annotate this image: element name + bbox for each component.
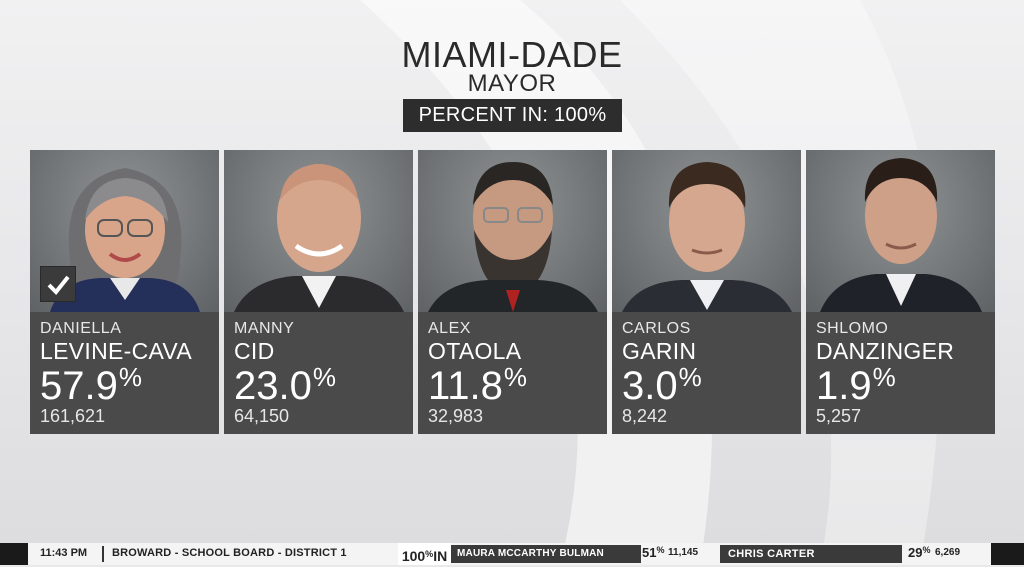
candidate-votes: 161,621: [40, 406, 106, 426]
winner-check-icon: [40, 266, 76, 302]
candidate-first-name: MANNY: [234, 320, 295, 337]
race-subtitle: MAYOR: [467, 70, 557, 97]
ticker-candidate-2-votes: 6,269: [935, 547, 961, 558]
candidate-last-name: CID: [234, 338, 275, 364]
candidate-last-name: GARIN: [622, 338, 697, 364]
candidate-last-name: LEVINE-CAVA: [40, 338, 192, 364]
ticker-percent-in: 100%IN: [398, 543, 451, 565]
candidate-last-name: OTAOLA: [428, 338, 522, 364]
percent-in-banner: PERCENT IN: 100%: [403, 99, 622, 132]
candidate-votes: 5,257: [816, 406, 862, 426]
ticker-candidate-2-name: CHRIS CARTER: [720, 545, 902, 563]
candidate-card-garin: CARLOS GARIN 3.0% 8,242: [612, 150, 801, 434]
candidate-card-cid: MANNY CID 23.0% 64,150: [224, 150, 413, 434]
ticker-race: BROWARD - SCHOOL BOARD - DISTRICT 1: [112, 547, 347, 559]
candidate-votes: 64,150: [234, 406, 290, 426]
candidate-percent: 11.8%: [428, 362, 528, 408]
candidate-photo: [418, 150, 607, 312]
race-title: MIAMI-DADE: [401, 34, 623, 75]
candidate-card-danzinger: SHLOMO DANZINGER 1.9% 5,257: [806, 150, 995, 434]
candidate-card-otaola: ALEX OTAOLA 11.8% 32,983: [418, 150, 607, 434]
candidate-photo: [30, 150, 219, 312]
ticker-divider: [102, 546, 104, 562]
ticker-candidate-1-percent: 51%: [642, 545, 665, 560]
ticker-candidate-1-name: MAURA MCCARTHY BULMAN: [451, 545, 641, 563]
candidate-percent: 57.9%: [40, 362, 142, 408]
candidate-first-name: DANIELLA: [40, 320, 122, 337]
candidate-photo: [806, 150, 995, 312]
candidate-votes: 32,983: [428, 406, 484, 426]
candidate-percent: 1.9%: [816, 362, 896, 408]
candidate-percent: 3.0%: [622, 362, 702, 408]
candidate-first-name: CARLOS: [622, 320, 691, 337]
candidate-percent: 23.0%: [234, 362, 336, 408]
ticker-bar: 11:43 PM BROWARD - SCHOOL BOARD - DISTRI…: [28, 543, 991, 565]
candidate-votes: 8,242: [622, 406, 668, 426]
candidate-photo: [224, 150, 413, 312]
candidate-last-name: DANZINGER: [816, 338, 955, 364]
ticker-candidate-2-percent: 29%: [908, 545, 931, 560]
ticker-candidate-1-votes: 11,145: [668, 547, 699, 558]
ticker-time: 11:43 PM: [40, 547, 88, 559]
candidate-first-name: ALEX: [428, 320, 471, 337]
candidate-card-levine-cava: DANIELLA LEVINE-CAVA 57.9% 161,621: [30, 150, 219, 434]
candidate-photo: [612, 150, 801, 312]
candidate-first-name: SHLOMO: [816, 320, 889, 337]
